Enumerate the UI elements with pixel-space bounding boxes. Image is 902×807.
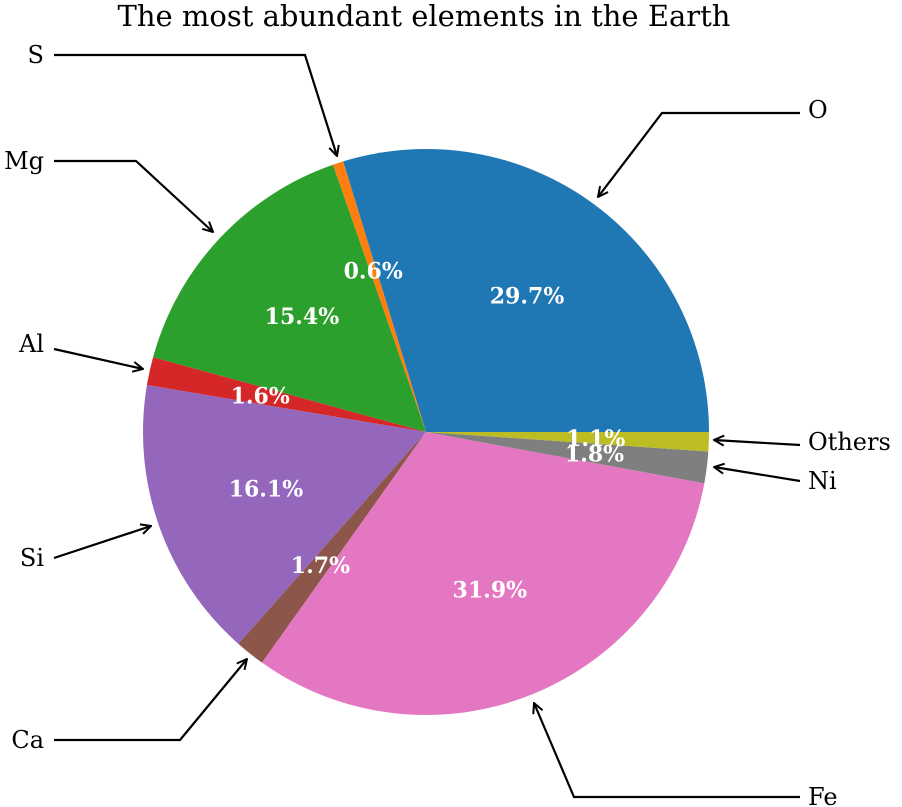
slice-value-label-others: 1.1% <box>566 426 625 452</box>
callout-arrow-fe <box>534 703 800 799</box>
callout-label-al: Al <box>18 330 44 358</box>
pie-slices <box>142 148 709 716</box>
slice-value-label-al: 1.6% <box>231 383 290 409</box>
callout-label-ni: Ni <box>808 467 837 495</box>
callout-arrow-s <box>54 53 337 156</box>
callout-arrow-mg <box>54 159 213 232</box>
slice-value-label-fe: 31.9% <box>453 577 528 603</box>
callout-arrow-al <box>53 347 143 369</box>
slice-value-label-si: 16.1% <box>229 477 304 503</box>
slice-value-label-o: 29.7% <box>490 284 565 310</box>
pie-slice-o <box>343 148 709 432</box>
callout-arrow-si <box>53 526 151 560</box>
callout-label-fe: Fe <box>808 783 838 807</box>
pie-slice-si <box>142 385 426 644</box>
callout-arrow-o <box>598 111 800 197</box>
callout-arrow-ni <box>714 467 801 483</box>
pie-slice-others <box>426 432 709 452</box>
pie-slice-fe <box>262 432 705 716</box>
callout-label-si: Si <box>20 544 44 572</box>
callout-arrow-others <box>714 440 801 445</box>
slice-value-label-ni: 1.8% <box>565 441 624 467</box>
pie-slice-al <box>146 357 427 432</box>
callout-label-others: Others <box>808 428 891 456</box>
chart-title: The most abundant elements in the Earth <box>118 0 731 33</box>
pie-slice-ni <box>426 432 709 484</box>
callout-labels: O S Mg Al Si Ca Fe Ni Others <box>4 41 891 807</box>
callout-label-s: S <box>28 41 44 69</box>
callout-leaders <box>53 53 801 799</box>
slice-value-label-mg: 15.4% <box>265 304 340 330</box>
pie-slice-s <box>332 161 426 432</box>
callout-arrow-ca <box>54 659 247 742</box>
pie-slice-ca <box>238 432 426 663</box>
callout-label-mg: Mg <box>4 147 44 175</box>
callout-label-o: O <box>808 96 828 124</box>
slice-value-label-ca: 1.7% <box>291 553 350 579</box>
slice-value-label-s: 0.6% <box>344 259 403 285</box>
slice-value-labels: 29.7% 0.6%15.4% 1.6% 16.1% 1.7% 31.9% 1.8%1.1% <box>229 259 626 604</box>
pie-slice-mg <box>153 164 427 432</box>
callout-label-ca: Ca <box>11 726 44 754</box>
